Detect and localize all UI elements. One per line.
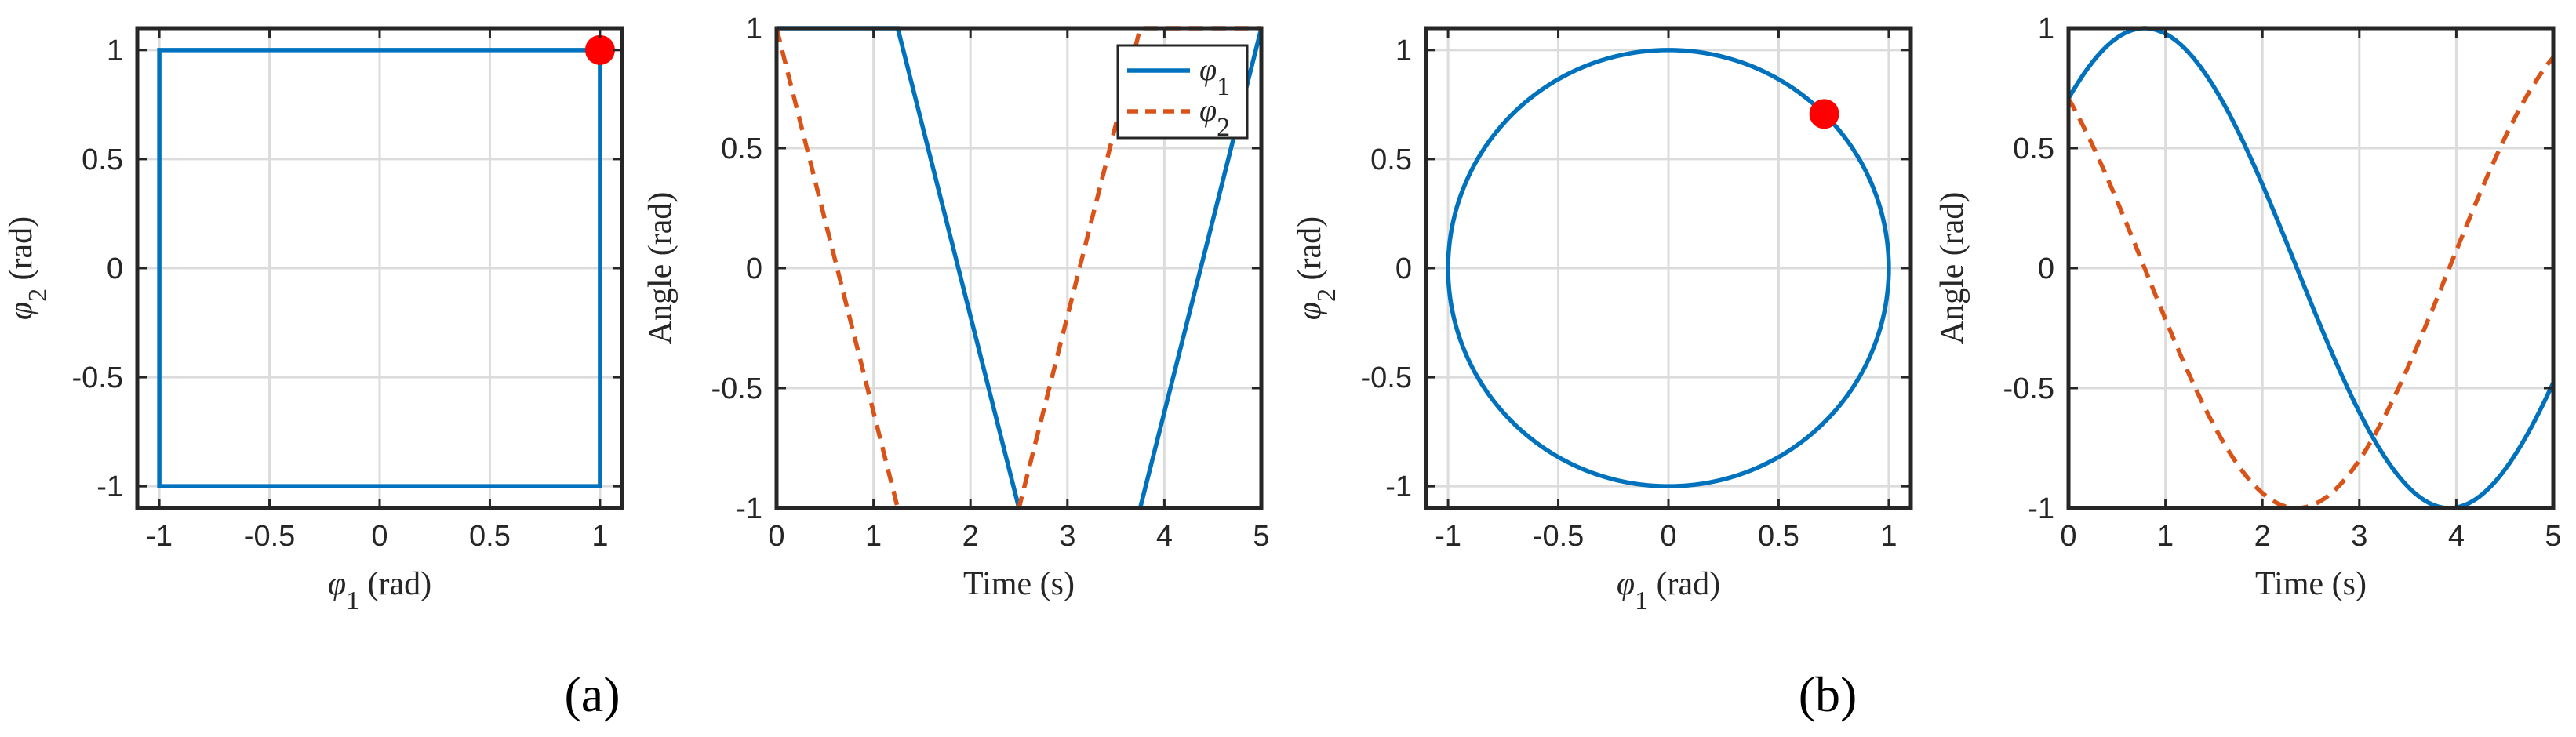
x-tick-label: -1 bbox=[1435, 520, 1461, 553]
y-tick-label: 0 bbox=[1395, 252, 1412, 285]
series-line-0 bbox=[1446, 48, 1891, 488]
chart-square-path: -1 -0.5 0 0.5 1 -1 -0.5 0 0.5 1 φ1 (rad) φ2 (rad) bbox=[3, 26, 624, 615]
x-tick-label: -1 bbox=[146, 520, 173, 553]
panel-label-b: (b) bbox=[1799, 666, 1857, 722]
y-tick-label: 1 bbox=[2038, 13, 2054, 45]
y-tick-label: 0 bbox=[2038, 252, 2054, 285]
y-tick-label: 0.5 bbox=[721, 133, 762, 165]
y-tick-label: -0.5 bbox=[1361, 361, 1412, 394]
y-axis-label: φ2 (rad) bbox=[3, 216, 53, 320]
x-tick-label: 0 bbox=[371, 520, 387, 553]
y-tick-label: 0 bbox=[107, 252, 123, 285]
x-tick-label: -0.5 bbox=[1533, 520, 1584, 553]
y-tick-label: -1 bbox=[2028, 492, 2054, 525]
y-tick-label: 1 bbox=[107, 34, 123, 67]
chart-circle-time-series: 0 1 2 3 4 5 -1 -0.5 0 0.5 1 Time (s) Angle (rad) bbox=[1934, 13, 2562, 602]
x-axis-label: Time (s) bbox=[963, 566, 1075, 602]
y-tick-label: -0.5 bbox=[72, 361, 123, 394]
x-axis-label: φ1 (rad) bbox=[1617, 566, 1720, 615]
y-axis-label: Angle (rad) bbox=[642, 192, 679, 345]
x-tick-label: 1 bbox=[1880, 520, 1897, 553]
x-tick-label: 4 bbox=[1156, 520, 1173, 553]
y-tick-label: 0.5 bbox=[1370, 143, 1412, 176]
x-tick-label: 5 bbox=[1253, 520, 1269, 553]
x-tick-label: 2 bbox=[962, 520, 979, 553]
x-tick-label: 3 bbox=[1059, 520, 1075, 553]
x-tick-label: 0 bbox=[2060, 520, 2076, 553]
x-axis-label: Time (s) bbox=[2255, 566, 2367, 602]
x-axis-label: φ1 (rad) bbox=[328, 566, 431, 615]
x-tick-label: 1 bbox=[591, 520, 608, 553]
y-tick-label: 1 bbox=[746, 13, 762, 45]
x-tick-label: 1 bbox=[865, 520, 882, 553]
y-tick-label: -1 bbox=[96, 470, 123, 503]
current-position-marker bbox=[1809, 99, 1839, 129]
legend-label-phi1: φ1 bbox=[1199, 52, 1230, 101]
y-tick-label: -0.5 bbox=[2003, 372, 2054, 405]
y-tick-label: -1 bbox=[1385, 470, 1412, 503]
y-tick-label: 0.5 bbox=[82, 143, 123, 176]
x-tick-label: 0.5 bbox=[469, 520, 511, 553]
y-tick-label: 0.5 bbox=[2013, 133, 2054, 165]
current-position-marker bbox=[584, 34, 615, 65]
y-tick-label: -1 bbox=[736, 492, 762, 525]
x-tick-label: 3 bbox=[2351, 520, 2367, 553]
x-tick-label: 1 bbox=[2157, 520, 2174, 553]
x-tick-label: 5 bbox=[2545, 520, 2561, 553]
chart-circle-path: -1 -0.5 0 0.5 1 -1 -0.5 0 0.5 1 φ1 (rad) φ2 (rad) bbox=[1292, 26, 1913, 615]
y-tick-label: 0 bbox=[746, 252, 762, 285]
panel-label-a: (a) bbox=[564, 666, 620, 722]
series-line-0 bbox=[157, 48, 602, 488]
x-tick-label: 2 bbox=[2254, 520, 2271, 553]
y-tick-label: -0.5 bbox=[711, 372, 762, 405]
y-axis-label: Angle (rad) bbox=[1934, 192, 1970, 345]
x-tick-label: 0.5 bbox=[1758, 520, 1799, 553]
x-tick-label: 0 bbox=[1660, 520, 1676, 553]
x-tick-label: -0.5 bbox=[244, 520, 295, 553]
y-tick-label: 1 bbox=[1395, 34, 1412, 67]
x-tick-label: 0 bbox=[768, 520, 784, 553]
x-tick-label: 4 bbox=[2448, 520, 2465, 553]
y-axis-label: φ2 (rad) bbox=[1292, 216, 1341, 320]
legend-box bbox=[1116, 44, 1249, 140]
grid bbox=[1426, 28, 1911, 508]
legend-label-phi2: φ2 bbox=[1199, 93, 1230, 142]
